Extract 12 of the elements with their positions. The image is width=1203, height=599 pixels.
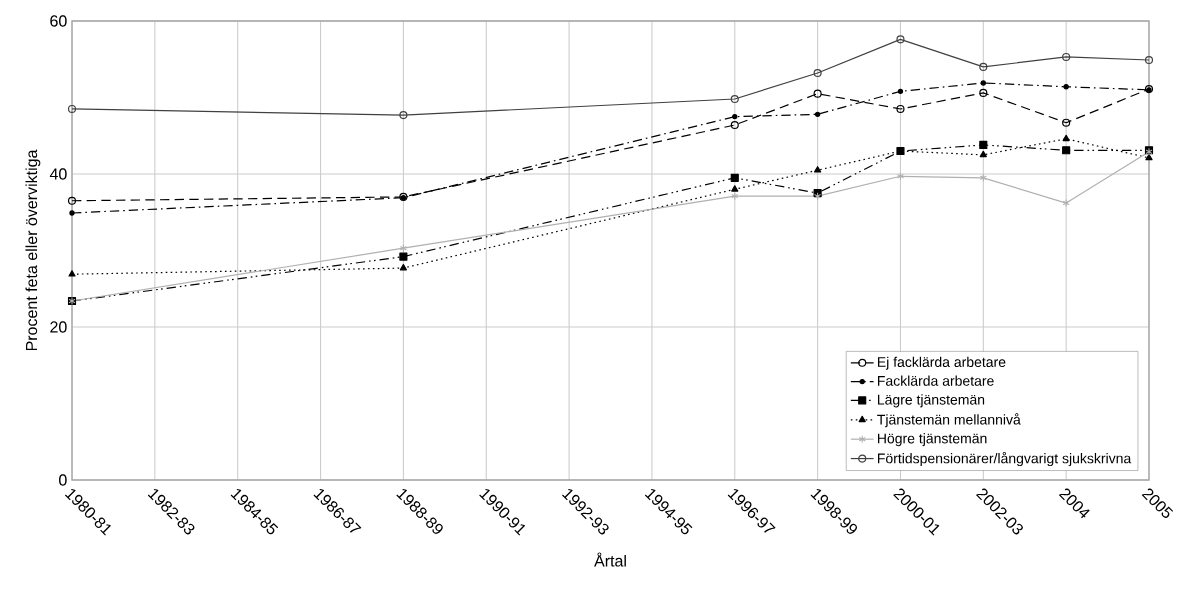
legend-label: Ej facklärda arbetare [878,356,1006,370]
y-tick-label: 0 [59,474,67,486]
y-tick-label: 60 [50,15,67,27]
legend-label: Lägre tjänstemän [878,394,985,408]
legend-label: Förtidspensionärer/långvarigt sjukskrivna [878,451,1132,467]
y-tick-label: 20 [50,321,67,333]
legend-label: Tjänstemän mellannivå [877,413,1021,428]
legend-label: Högre tjänstemän [878,433,987,447]
x-axis-title: Årtal [594,552,626,567]
y-tick-label: 40 [49,168,67,180]
y-axis-title: Procent feta eller överviktiga [25,149,41,351]
legend-label: Facklärda arbetare [878,375,994,386]
